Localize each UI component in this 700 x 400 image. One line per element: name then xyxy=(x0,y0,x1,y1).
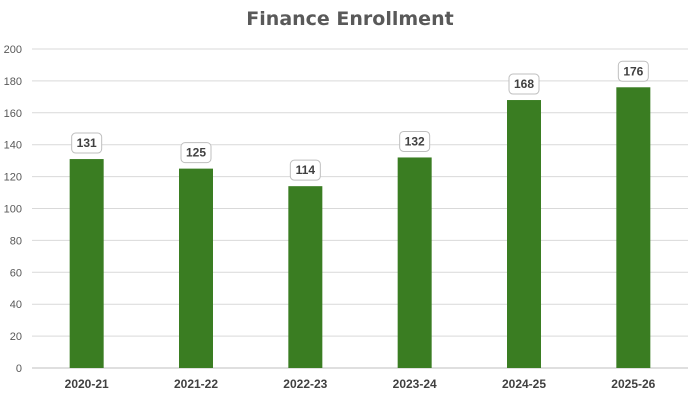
data-label: 125 xyxy=(186,146,206,160)
data-label: 131 xyxy=(77,136,97,150)
y-tick-label: 100 xyxy=(4,204,22,216)
data-label-box xyxy=(180,142,212,164)
y-tick-label: 160 xyxy=(4,108,22,120)
y-tick-label: 180 xyxy=(4,76,22,88)
x-tick-label: 2024-25 xyxy=(502,377,546,391)
data-label: 114 xyxy=(296,163,316,177)
y-tick-label: 60 xyxy=(10,267,22,279)
y-tick-label: 80 xyxy=(10,235,22,247)
data-label-box xyxy=(71,132,103,154)
data-label: 168 xyxy=(514,77,534,91)
x-tick-label: 2022-23 xyxy=(283,377,327,391)
y-tick-label: 200 xyxy=(4,44,22,56)
bar[interactable] xyxy=(507,100,541,368)
x-tick-label: 2021-22 xyxy=(174,377,218,391)
x-tick-label: 2020-21 xyxy=(65,377,109,391)
x-tick-label: 2023-24 xyxy=(393,377,437,391)
bar[interactable] xyxy=(69,159,104,368)
y-tick-label: 40 xyxy=(10,299,22,311)
x-tick-label: 2025-26 xyxy=(611,377,655,391)
data-label-box xyxy=(508,73,540,95)
data-label: 176 xyxy=(623,64,643,78)
chart-title: Finance Enrollment xyxy=(246,8,454,30)
data-label-box xyxy=(617,60,649,82)
y-tick-label: 120 xyxy=(4,172,22,184)
bar[interactable] xyxy=(397,157,432,368)
data-label-box xyxy=(289,159,321,181)
y-tick-label: 0 xyxy=(16,363,22,375)
y-tick-label: 140 xyxy=(4,140,22,152)
data-label: 132 xyxy=(405,134,425,148)
y-tick-label: 20 xyxy=(10,331,22,343)
data-label-box xyxy=(399,130,431,152)
bar[interactable] xyxy=(616,87,651,368)
bar[interactable] xyxy=(288,186,323,368)
bar[interactable] xyxy=(179,168,213,368)
